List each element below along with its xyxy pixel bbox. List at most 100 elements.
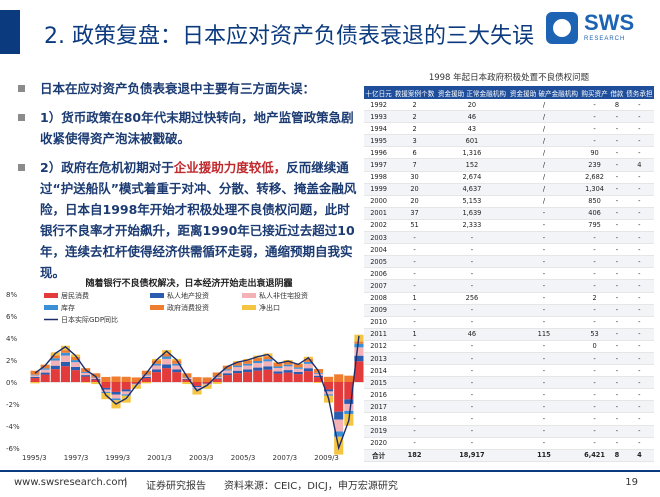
footer-url[interactable]: www.swsresearch.com <box>14 477 127 488</box>
table-cell: - <box>508 340 580 352</box>
chart-bar <box>71 370 80 382</box>
chart-bar <box>284 366 293 370</box>
table-cell: - <box>393 232 436 244</box>
table-cell: - <box>436 232 508 244</box>
title-bar: 2. 政策复盘：日本应对资产负债表衰退的三大失误 SWS RESEARCH <box>0 0 660 62</box>
chart-bar <box>192 377 201 382</box>
table-cell: - <box>436 304 508 316</box>
logo-icon <box>546 12 578 44</box>
table-cell: - <box>436 389 508 401</box>
table-cell: 1,639 <box>436 207 508 219</box>
table-cell: - <box>508 413 580 425</box>
table-cell: - <box>508 232 580 244</box>
table-cell: - <box>625 135 654 147</box>
table-cell: 406 <box>580 207 609 219</box>
table-row: 2017------ <box>364 401 654 413</box>
table-cell: / <box>508 99 580 111</box>
table-cell: - <box>609 268 625 280</box>
table-cell: - <box>625 401 654 413</box>
chart-bar <box>41 373 50 375</box>
table-cell: / <box>508 147 580 159</box>
table-cell: - <box>508 256 580 268</box>
chart-bar <box>263 370 272 382</box>
table-total-cell: 115 <box>508 449 580 461</box>
table-cell: - <box>625 232 654 244</box>
table-cell: - <box>625 219 654 231</box>
table-cell: / <box>508 123 580 135</box>
table-cell: - <box>625 171 654 183</box>
table-cell: 46 <box>436 111 508 123</box>
x-tick-label: 2001/3 <box>147 454 172 462</box>
bullet-intro: 日本在应对资产负债表衰退中主要有三方面失误： <box>18 78 358 99</box>
table-cell: 2008 <box>364 292 393 304</box>
chart-bar <box>294 372 303 374</box>
chart-bar <box>162 368 171 382</box>
table-cell: - <box>625 377 654 389</box>
chart-bar <box>253 368 262 371</box>
chart-bar <box>111 392 120 395</box>
chart-bar <box>213 382 222 384</box>
table-cell: - <box>508 268 580 280</box>
table-cell: 1 <box>393 328 436 340</box>
chart-bar <box>71 362 80 367</box>
chart-bar <box>91 378 100 379</box>
table-cell: - <box>625 195 654 207</box>
table-cell: - <box>393 268 436 280</box>
table-row: 2020------ <box>364 437 654 449</box>
chart-bar <box>223 370 232 373</box>
chart-bar <box>344 404 353 411</box>
table-cell: 2009 <box>364 304 393 316</box>
table-cell: - <box>436 340 508 352</box>
table-cell: 2014 <box>364 365 393 377</box>
chart-bar <box>111 399 120 401</box>
table-cell: - <box>580 111 609 123</box>
table-cell: 2 <box>393 111 436 123</box>
table-cell: - <box>609 111 625 123</box>
table-cell: - <box>580 244 609 256</box>
table-cell: - <box>625 256 654 268</box>
table-cell: - <box>508 352 580 364</box>
table-cell: 8 <box>609 99 625 111</box>
table-cell: 2020 <box>364 437 393 449</box>
chart-bar <box>101 382 110 388</box>
table-cell: 850 <box>580 195 609 207</box>
table-cell: - <box>625 280 654 292</box>
chart-bar <box>243 369 252 372</box>
chart-bar <box>182 378 191 379</box>
sws-logo: SWS RESEARCH <box>546 10 642 52</box>
table-cell: - <box>436 316 508 328</box>
y-tick-label: 8% <box>6 291 17 299</box>
table-cell: - <box>580 365 609 377</box>
chart-bar <box>122 389 131 391</box>
table-cell: 1998 <box>364 171 393 183</box>
table-cell: 795 <box>580 219 609 231</box>
table-cell: - <box>609 280 625 292</box>
table-cell: 2 <box>393 123 436 135</box>
table-cell: - <box>609 123 625 135</box>
table-cell: / <box>508 183 580 195</box>
table-cell: 4,637 <box>436 183 508 195</box>
table-cell: 90 <box>580 147 609 159</box>
chart-bar <box>81 382 90 383</box>
table-cell: - <box>393 352 436 364</box>
table-cell: - <box>393 401 436 413</box>
table-cell: 46 <box>436 328 508 340</box>
table-cell: 2018 <box>364 413 393 425</box>
chart-bar <box>51 361 60 366</box>
bullet-monetary: 1）货币政策在80年代末期过快转向，地产监管政策急剧收紧使得资产泡沫被戳破。 <box>18 107 358 149</box>
table-row: 2007------ <box>364 280 654 292</box>
chart-bar <box>81 375 90 376</box>
chart-bar <box>142 375 151 376</box>
table-cell: / <box>508 171 580 183</box>
table-cell: - <box>436 280 508 292</box>
chart-bar <box>61 362 70 366</box>
table-row: 2005------ <box>364 256 654 268</box>
table-cell: - <box>609 147 625 159</box>
chart-bar <box>314 376 323 377</box>
table-cell: 1994 <box>364 123 393 135</box>
chart-bar <box>263 366 272 369</box>
table-header-cell: 救援案例个数 <box>393 86 436 99</box>
chart-bar <box>334 374 343 382</box>
table-cell: - <box>436 352 508 364</box>
